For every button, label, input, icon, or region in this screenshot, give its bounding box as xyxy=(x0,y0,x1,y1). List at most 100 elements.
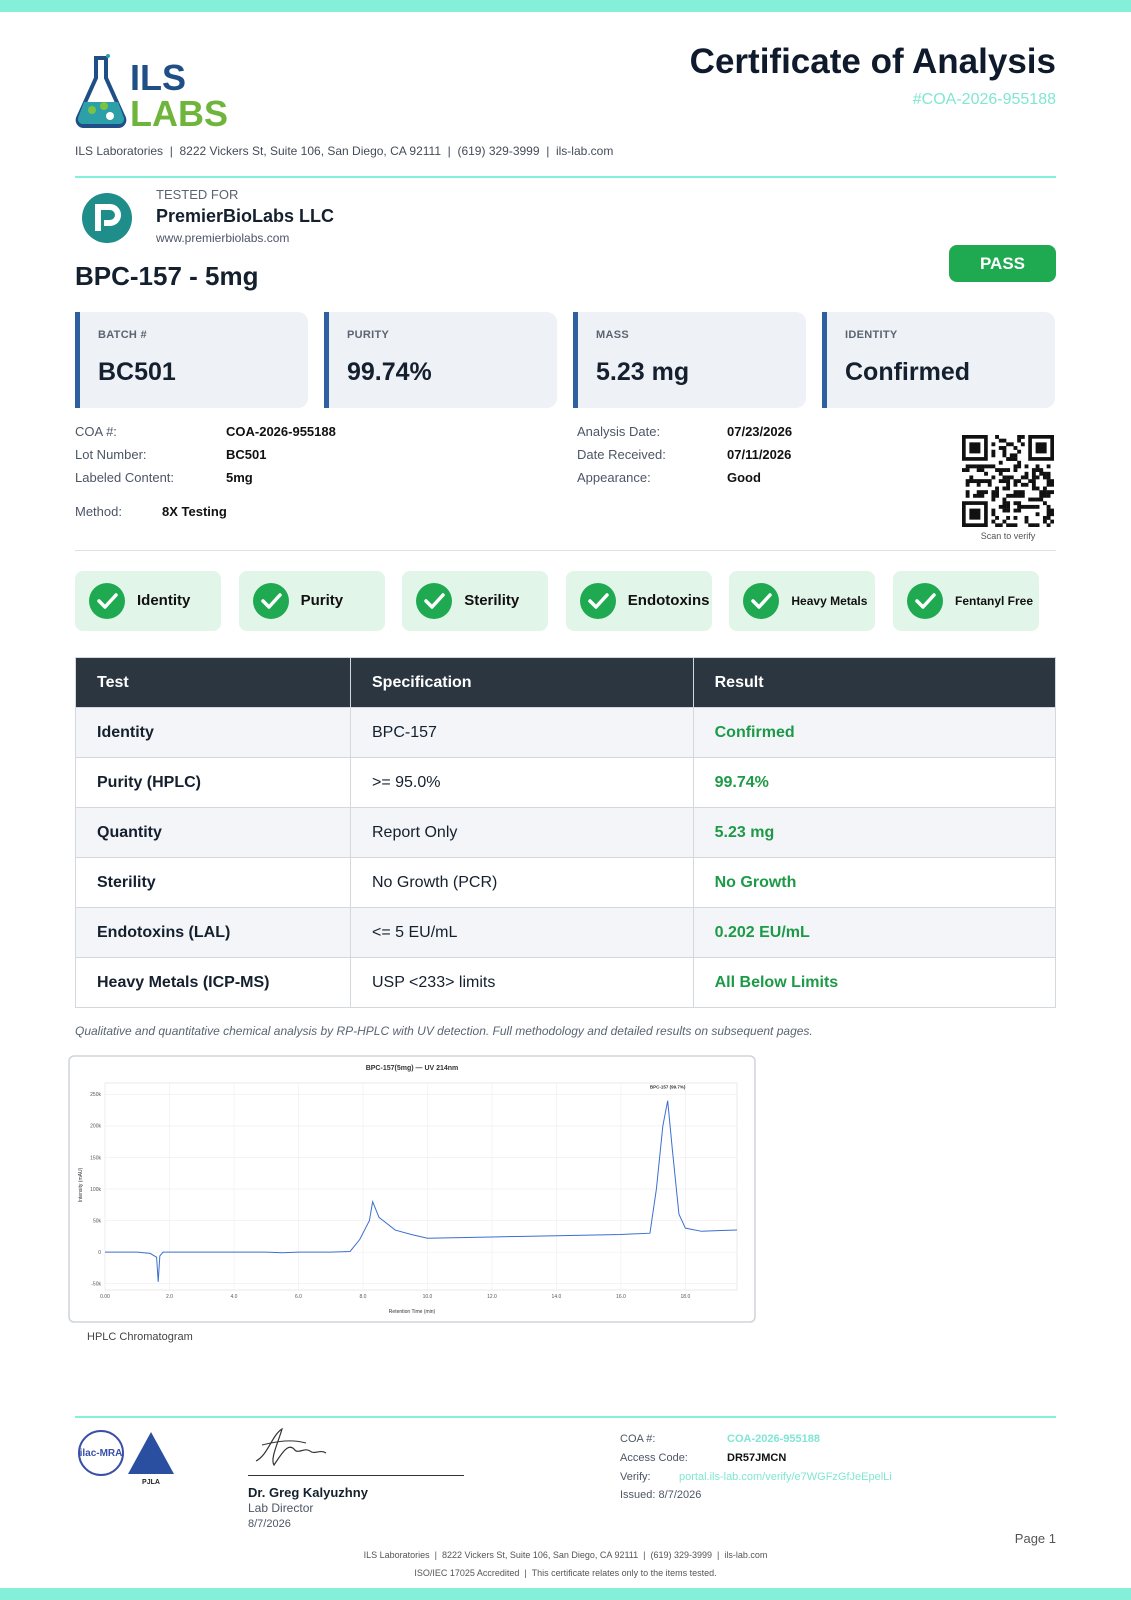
detail-value: Good xyxy=(727,470,761,485)
qr-module xyxy=(1002,519,1007,524)
x-tick-label: 2.0 xyxy=(166,1294,173,1300)
qr-module xyxy=(973,464,977,469)
qr-module xyxy=(1009,493,1014,498)
x-tick-label: 12.0 xyxy=(487,1294,497,1300)
qr-module xyxy=(980,479,985,484)
qr-module xyxy=(1046,512,1051,517)
detail-label: Method: xyxy=(75,504,122,519)
detail-value: COA-2026-955188 xyxy=(226,424,336,439)
check-mark xyxy=(588,593,609,609)
qr-module xyxy=(1028,497,1033,502)
qr-module xyxy=(1028,479,1033,484)
qr-module xyxy=(1046,515,1051,520)
client-website: www.premierbiolabs.com xyxy=(156,231,290,245)
qr-module xyxy=(980,490,985,495)
verify-label: COA #: xyxy=(620,1433,656,1445)
qr-module xyxy=(1013,515,1018,520)
chromatogram-trace xyxy=(105,1100,738,1282)
qr-module xyxy=(1046,493,1051,498)
detail-label: COA #: xyxy=(75,424,117,439)
qr-module xyxy=(969,475,974,480)
qr-module xyxy=(965,490,970,495)
qr-module xyxy=(1046,523,1051,527)
qr-module xyxy=(991,512,996,517)
table-row: Identity BPC-157 Confirmed xyxy=(75,707,1057,758)
badge-label: Fentanyl Free xyxy=(955,594,1034,608)
qr-module xyxy=(995,523,999,527)
qr-module xyxy=(1017,479,1022,484)
test-name: Purity (HPLC) xyxy=(75,757,351,808)
chart-title: BPC-157(5mg) — UV 214nm xyxy=(366,1065,459,1072)
qr-module xyxy=(1050,490,1054,495)
qr-module xyxy=(1031,479,1036,484)
card-label: PURITY xyxy=(347,329,390,341)
x-tick-label: 14.0 xyxy=(552,1294,562,1300)
qr-module xyxy=(1013,464,1018,469)
qr-module xyxy=(1042,490,1047,495)
detail-value: BC501 xyxy=(226,447,267,462)
qr-module xyxy=(1035,468,1040,472)
qr-module xyxy=(987,464,992,469)
x-axis-label: Retention Time (min) xyxy=(389,1309,436,1315)
qr-module xyxy=(1017,435,1022,439)
test-badge: Endotoxins xyxy=(565,571,712,631)
qr-module xyxy=(1020,490,1025,495)
qr-module xyxy=(980,493,985,498)
x-tick-label: 8.0 xyxy=(359,1294,366,1300)
client-logo xyxy=(82,193,132,243)
detail-value: 07/11/2026 xyxy=(727,447,792,462)
qr-module xyxy=(991,519,996,524)
qr-module xyxy=(1006,468,1011,472)
qr-module xyxy=(991,464,996,469)
qr-module xyxy=(1020,435,1025,439)
badge-label: Identity xyxy=(137,592,191,609)
specification: USP <233> limits xyxy=(350,957,694,1008)
qr-module xyxy=(991,508,996,513)
qr-module xyxy=(1020,504,1025,509)
qr-module xyxy=(1020,493,1025,498)
test-badge: Purity xyxy=(238,571,385,631)
qr-module xyxy=(995,490,999,495)
qr-module xyxy=(965,468,970,472)
qr-module xyxy=(995,486,999,491)
card-value: 99.74% xyxy=(347,358,432,386)
qr-module xyxy=(995,468,999,472)
qr-module xyxy=(998,471,1003,476)
qr-module xyxy=(987,482,992,487)
logo-text: ILS xyxy=(130,57,186,98)
check-mark xyxy=(424,593,445,609)
detail-value: 07/23/2026 xyxy=(727,424,793,439)
card-value: BC501 xyxy=(98,358,176,386)
status-badge: PASS xyxy=(949,245,1056,282)
qr-module xyxy=(1006,523,1011,527)
qr-module xyxy=(973,479,977,484)
signer-name: Dr. Greg Kalyuzhny xyxy=(248,1485,368,1500)
qr-module xyxy=(1013,457,1018,461)
qr-module xyxy=(1050,479,1054,484)
test-name: Endotoxins (LAL) xyxy=(75,907,351,958)
qr-module xyxy=(1046,464,1051,469)
qr-code xyxy=(962,435,1054,527)
check-mark xyxy=(260,593,282,609)
qr-module xyxy=(1013,523,1018,527)
result: All Below Limits xyxy=(692,957,1057,1008)
y-tick-label: 100k xyxy=(90,1187,101,1193)
qr-module xyxy=(1039,493,1044,498)
test-badge: Identity xyxy=(75,571,221,631)
footer-line: ISO/IEC 17025 Accredited | This certific… xyxy=(414,1568,717,1578)
qr-module xyxy=(1031,475,1036,480)
detail-label: Date Received: xyxy=(577,447,666,462)
qr-module xyxy=(991,490,996,495)
qr-module xyxy=(1006,475,1011,480)
qr-module xyxy=(998,479,1003,484)
qr-module xyxy=(1024,519,1029,524)
qr-module xyxy=(1035,464,1040,469)
qr-module xyxy=(1042,475,1047,480)
x-tick-label: 0.00 xyxy=(100,1294,110,1300)
coa-id: #COA-2026-955188 xyxy=(912,91,1056,108)
qr-module xyxy=(965,464,970,469)
test-name: Quantity xyxy=(75,807,351,858)
qr-module xyxy=(1006,508,1011,513)
check-circle xyxy=(743,583,780,619)
